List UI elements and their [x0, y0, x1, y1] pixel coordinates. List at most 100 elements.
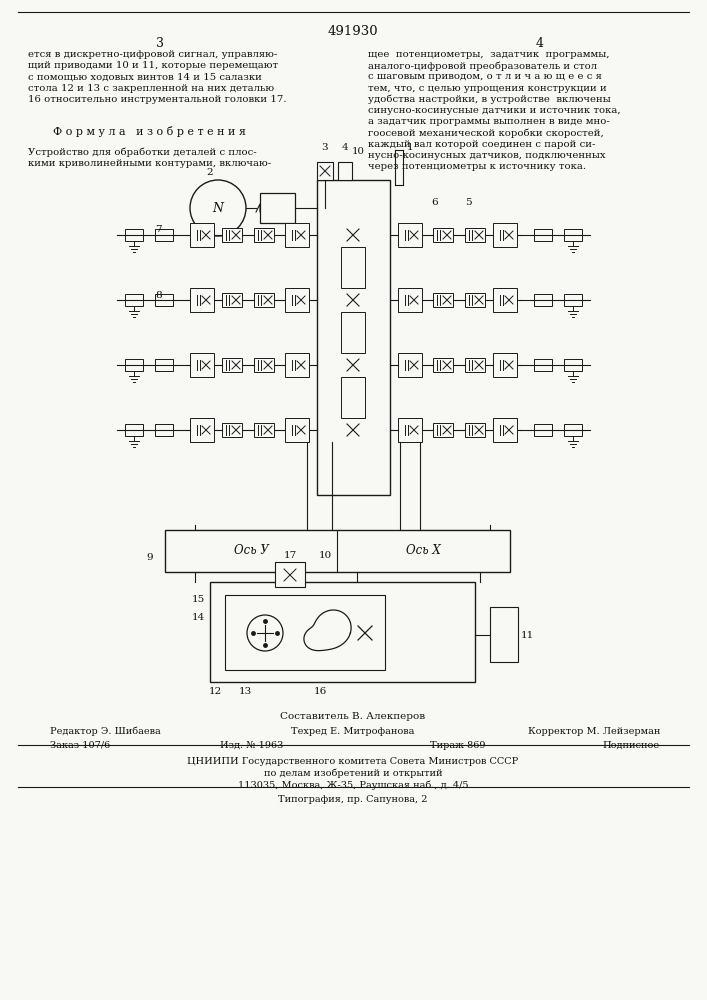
Bar: [190, 223, 214, 247]
Bar: [564, 294, 582, 306]
Text: 1: 1: [407, 143, 414, 152]
Text: Тираж 869: Тираж 869: [430, 741, 486, 750]
Bar: [222, 423, 242, 437]
Text: с помощью ходовых винтов 14 и 15 салазки: с помощью ходовых винтов 14 и 15 салазки: [28, 72, 262, 81]
Bar: [317, 162, 333, 180]
Text: кими криволинейными контурами, включаю-: кими криволинейными контурами, включаю-: [28, 159, 271, 168]
Text: 13: 13: [238, 687, 252, 696]
Text: 2: 2: [206, 168, 214, 177]
Text: ется в дискретно-цифровой сигнал, управляю-: ется в дискретно-цифровой сигнал, управл…: [28, 50, 277, 59]
Text: N: N: [213, 202, 223, 215]
Circle shape: [247, 615, 283, 651]
Bar: [465, 423, 485, 437]
Text: Типография, пр. Сапунова, 2: Типография, пр. Сапунова, 2: [279, 795, 428, 804]
Bar: [125, 229, 143, 241]
Bar: [564, 229, 582, 241]
Bar: [155, 229, 173, 241]
Text: Изд. № 1963: Изд. № 1963: [220, 741, 284, 750]
Bar: [275, 562, 305, 587]
Text: а задатчик программы выполнен в виде мно-: а задатчик программы выполнен в виде мно…: [368, 117, 609, 126]
Bar: [125, 424, 143, 436]
Bar: [398, 288, 422, 312]
Bar: [125, 294, 143, 306]
Text: 4: 4: [341, 143, 349, 152]
Text: 3: 3: [156, 37, 164, 50]
Text: по делам изобретений и открытий: по делам изобретений и открытий: [264, 769, 443, 778]
Bar: [222, 293, 242, 307]
Bar: [465, 358, 485, 372]
Bar: [125, 359, 143, 371]
Bar: [534, 424, 552, 436]
Text: гоосевой механической коробки скоростей,: гоосевой механической коробки скоростей,: [368, 128, 604, 138]
Bar: [190, 353, 214, 377]
Bar: [398, 418, 422, 442]
Text: 11: 11: [521, 631, 534, 640]
Text: каждый вал которой соединен с парой си-: каждый вал которой соединен с парой си-: [368, 140, 595, 149]
Text: 491930: 491930: [327, 25, 378, 38]
Text: 10: 10: [318, 551, 332, 560]
Text: ЦНИИПИ Государственного комитета Совета Министров СССР: ЦНИИПИ Государственного комитета Совета …: [187, 757, 519, 766]
Bar: [433, 423, 453, 437]
Bar: [155, 294, 173, 306]
Bar: [317, 180, 390, 495]
Bar: [254, 358, 274, 372]
Text: 7: 7: [156, 226, 162, 234]
Bar: [254, 228, 274, 242]
Text: 4: 4: [536, 37, 544, 50]
Circle shape: [190, 180, 246, 236]
Bar: [165, 530, 510, 572]
Bar: [225, 595, 385, 670]
Bar: [433, 228, 453, 242]
Text: 3: 3: [322, 143, 328, 152]
Bar: [190, 418, 214, 442]
Bar: [285, 418, 309, 442]
Text: 15: 15: [192, 595, 205, 604]
Bar: [338, 162, 352, 180]
Text: удобства настройки, в устройстве  включены: удобства настройки, в устройстве включен…: [368, 95, 611, 104]
Bar: [285, 223, 309, 247]
Bar: [285, 288, 309, 312]
Bar: [222, 228, 242, 242]
Text: Техред Е. Митрофанова: Техред Е. Митрофанова: [291, 727, 415, 736]
Text: стола 12 и 13 с закрепленной на них деталью: стола 12 и 13 с закрепленной на них дета…: [28, 84, 274, 93]
Text: аналого-цифровой преобразователь и стол: аналого-цифровой преобразователь и стол: [368, 61, 597, 71]
Bar: [534, 294, 552, 306]
Text: 6: 6: [432, 198, 438, 207]
Bar: [260, 193, 295, 223]
Bar: [341, 247, 365, 288]
Text: с шаговым приводом, о т л и ч а ю щ е е с я: с шаговым приводом, о т л и ч а ю щ е е …: [368, 72, 602, 81]
Bar: [465, 293, 485, 307]
Bar: [222, 358, 242, 372]
Text: щий приводами 10 и 11, которые перемещают: щий приводами 10 и 11, которые перемещаю…: [28, 61, 278, 70]
Bar: [155, 359, 173, 371]
Bar: [190, 288, 214, 312]
Text: 5: 5: [464, 198, 472, 207]
Bar: [398, 353, 422, 377]
Bar: [534, 359, 552, 371]
Bar: [493, 418, 517, 442]
Text: Ф о р м у л а   и з о б р е т е н и я: Ф о р м у л а и з о б р е т е н и я: [53, 126, 246, 137]
Text: Составитель В. Алекперов: Составитель В. Алекперов: [281, 712, 426, 721]
Bar: [285, 353, 309, 377]
Bar: [398, 223, 422, 247]
Bar: [564, 359, 582, 371]
Text: через потенциометры к источнику тока.: через потенциометры к источнику тока.: [368, 162, 586, 171]
Text: тем, что, с целью упрощения конструкции и: тем, что, с целью упрощения конструкции …: [368, 84, 607, 93]
Bar: [341, 312, 365, 353]
Bar: [490, 607, 518, 662]
Text: синусно-косинусные датчики и источник тока,: синусно-косинусные датчики и источник то…: [368, 106, 621, 115]
Bar: [493, 353, 517, 377]
Text: Корректор М. Лейзерман: Корректор М. Лейзерман: [527, 727, 660, 736]
Text: нусно-косинусных датчиков, подключенных: нусно-косинусных датчиков, подключенных: [368, 151, 606, 160]
Bar: [254, 293, 274, 307]
Text: 10: 10: [351, 147, 364, 156]
Bar: [564, 424, 582, 436]
Text: щее  потенциометры,  задатчик  программы,: щее потенциометры, задатчик программы,: [368, 50, 609, 59]
Text: Подписное: Подписное: [603, 741, 660, 750]
Text: 16 относительно инструментальной головки 17.: 16 относительно инструментальной головки…: [28, 95, 286, 104]
Bar: [155, 424, 173, 436]
Text: 16: 16: [313, 687, 327, 696]
Bar: [433, 293, 453, 307]
Text: 12: 12: [209, 687, 221, 696]
Bar: [341, 377, 365, 418]
